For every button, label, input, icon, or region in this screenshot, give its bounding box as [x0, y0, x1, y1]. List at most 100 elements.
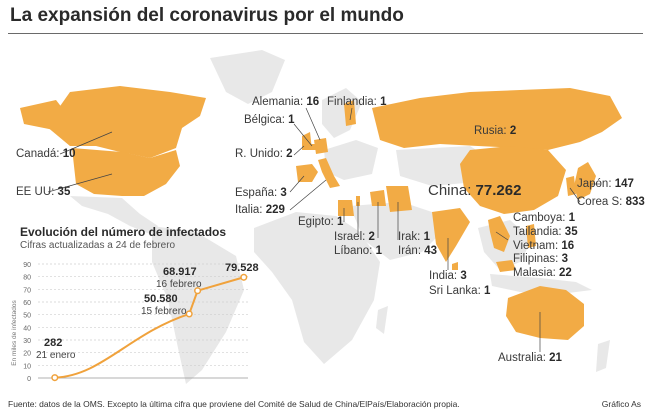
china-shape — [460, 146, 566, 214]
annotation-date-2: 16 febrero — [156, 279, 202, 290]
label-tailandia: Tailandia: 35 — [513, 226, 578, 238]
label-vietnam: Vietnam: 16 — [513, 240, 575, 252]
credit-note: Gráfico As — [601, 399, 641, 409]
y-tick-label: 80 — [23, 275, 31, 282]
label-filipinas: Filipinas: 3 — [513, 253, 568, 265]
label-china: China: 77.262 — [428, 182, 522, 199]
affected-land — [20, 86, 622, 340]
label-egipto: Egipto: 1 — [298, 216, 344, 228]
data-point — [185, 310, 193, 318]
y-tick-label: 70 — [23, 287, 31, 294]
germany-shape — [314, 138, 328, 154]
y-axis-label: En miles de infectados — [11, 300, 18, 366]
label-eeuu: EE UU: 35 — [16, 186, 71, 198]
label-rusia: Rusia: 2 — [474, 125, 517, 137]
finland-shape — [344, 100, 356, 126]
label-espana: España: 3 — [235, 187, 287, 199]
africa-shape — [254, 212, 380, 364]
indonesia-shape — [490, 274, 592, 294]
leader-espana — [289, 175, 305, 193]
leader-italia — [289, 179, 327, 211]
iran-shape — [386, 186, 412, 212]
annotation-value-1: 50.580 — [144, 293, 178, 305]
label-sri-lanka: Sri Lanka: 1 — [429, 285, 491, 297]
chart-title: Evolución del número de infectados — [20, 225, 227, 239]
leader-sea — [495, 231, 509, 241]
egypt-shape — [338, 200, 354, 216]
leader-canada — [59, 131, 113, 155]
canada-shape — [46, 86, 206, 158]
data-point — [194, 287, 202, 295]
data-point — [51, 374, 59, 382]
label-iran: Irán: 43 — [398, 245, 438, 257]
leader-reino-unido — [293, 145, 305, 156]
y-tick-label: 60 — [23, 300, 31, 307]
label-canada: Canadá: 10 — [16, 148, 76, 160]
annotation-value-0: 282 — [44, 337, 63, 349]
chart-grid — [38, 263, 248, 379]
infections-line-chart: 0 10 20 30 40 50 60 70 80 90 En miles de infectad… — [11, 262, 248, 383]
spain-shape — [296, 164, 318, 182]
label-italia: Italia: 229 — [235, 204, 285, 216]
leader-lines — [47, 107, 600, 352]
map-title: La expansión del coronavirus por el mund… — [10, 5, 404, 26]
label-finlandia: Finlandia: 1 — [327, 96, 387, 108]
leader-belgica — [293, 123, 313, 147]
title-divider — [8, 33, 643, 34]
philippines-shape — [526, 224, 536, 248]
chart-points — [51, 273, 248, 382]
label-libano: Líbano: 1 — [334, 245, 382, 257]
middle-east-shape — [350, 202, 442, 260]
europe-east-shape — [324, 140, 378, 180]
australia-shape — [506, 286, 584, 340]
label-australia: Australia: 21 — [498, 352, 562, 364]
madagascar-shape — [376, 306, 388, 334]
y-tick-label: 40 — [23, 325, 31, 332]
new-zealand-shape — [596, 340, 610, 372]
y-tick-label: 50 — [23, 313, 31, 320]
label-malasia: Malasia: 22 — [513, 267, 572, 279]
chart-subtitle: Cifras actualizadas a 24 de febrero — [20, 240, 176, 251]
y-tick-label: 0 — [27, 376, 31, 383]
label-alemania: Alemania: 16 — [252, 96, 320, 108]
italy-shape — [318, 158, 340, 188]
israel-lebanon-shape — [356, 196, 360, 206]
y-tick-label: 90 — [23, 262, 31, 269]
south-america-shape — [152, 226, 244, 384]
y-tick-label: 10 — [23, 363, 31, 370]
source-note: Fuente: datos de la OMS. Excepto la últi… — [8, 399, 460, 409]
label-irak: Irak: 1 — [398, 231, 430, 243]
japan-shape — [574, 162, 596, 200]
data-point — [240, 273, 248, 281]
alaska-shape — [20, 100, 70, 130]
y-tick-label: 20 — [23, 351, 31, 358]
leader-alemania — [305, 107, 321, 141]
greenland-shape — [210, 50, 285, 104]
mexico-central-america-shape — [70, 196, 158, 234]
y-tick-label: 30 — [23, 338, 31, 345]
annotation-date-0: 21 enero — [36, 350, 76, 361]
label-israel: Israel: 2 — [334, 231, 375, 243]
russia-shape — [372, 88, 622, 150]
leader-corea-sur — [569, 187, 581, 203]
label-india: India: 3 — [429, 270, 467, 282]
label-corea-sur: Corea S: 833 — [577, 196, 645, 208]
sri-lanka-shape — [452, 262, 458, 270]
usa-shape — [72, 148, 180, 196]
label-belgica: Bélgica: 1 — [244, 114, 295, 126]
annotation-date-1: 15 febrero — [141, 306, 187, 317]
label-camboya: Camboya: 1 — [513, 212, 576, 224]
leader-finlandia — [349, 107, 353, 121]
malaysia-shape — [496, 260, 516, 272]
korea-shape — [566, 176, 576, 196]
annotation-value-3: 79.528 — [225, 262, 259, 274]
annotation-value-2: 68.917 — [163, 266, 197, 278]
label-reino-unido: R. Unido: 2 — [235, 148, 293, 160]
leader-eeuu — [47, 173, 113, 193]
label-japon: Japón: 147 — [577, 178, 634, 190]
chart-y-ticks: 0 10 20 30 40 50 60 70 80 90 — [23, 262, 31, 383]
india-shape — [432, 208, 470, 262]
scandinavia-shape — [322, 88, 362, 138]
iraq-shape — [370, 190, 386, 206]
